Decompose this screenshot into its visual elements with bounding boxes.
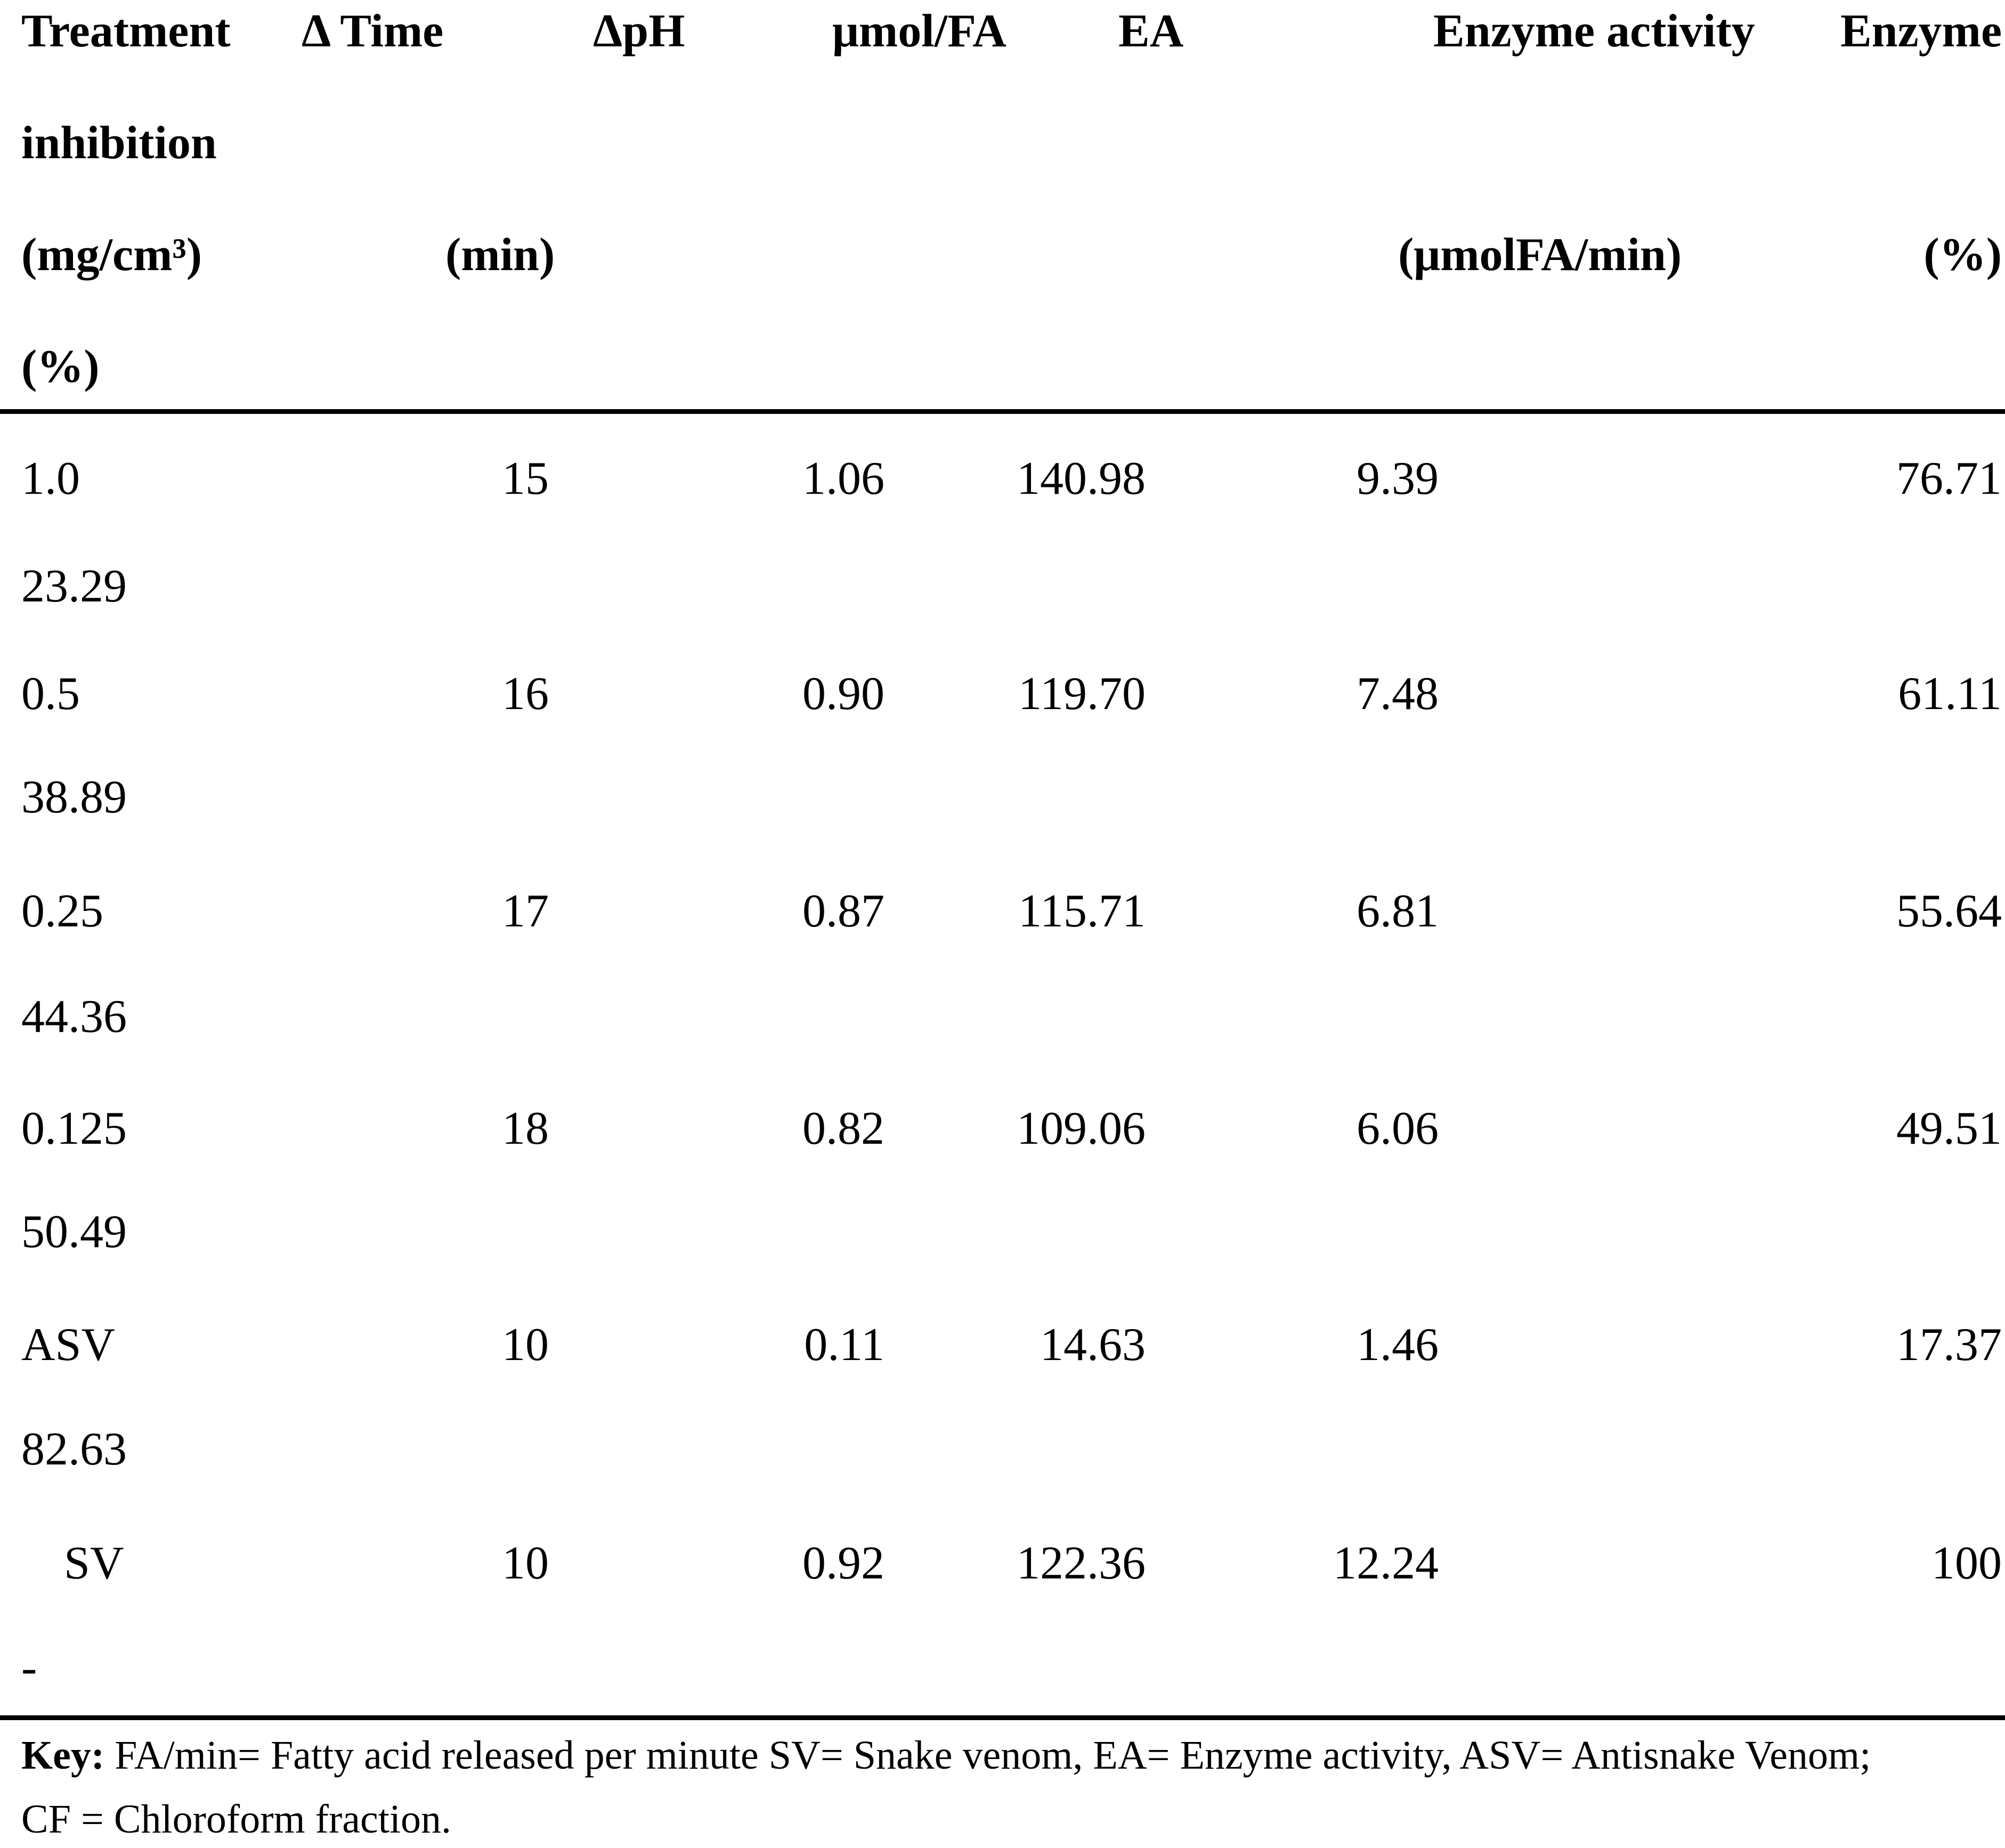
header-unit-umolfa-min: (μmolFA/min) bbox=[1398, 229, 1682, 281]
cell-ph: 0.90 bbox=[802, 668, 884, 720]
table-row: SV 10 0.92 122.36 12.24 100 bbox=[0, 1536, 2005, 1598]
table-key-line: Key: FA/min= Fatty acid released per min… bbox=[21, 1732, 2002, 1779]
header-percent: (%) bbox=[21, 341, 100, 393]
cell-time: 10 bbox=[502, 1537, 549, 1589]
cell-enzyme-pct: 17.37 bbox=[1896, 1319, 2002, 1371]
cell-treatment: 1.0 bbox=[21, 453, 80, 504]
table-header-units-row: (mg/cm³) (min) (μmolFA/min) (%) bbox=[0, 228, 2005, 289]
cell-treatment: SV bbox=[64, 1537, 124, 1589]
table-row: 0.5 16 0.90 119.70 7.48 61.11 bbox=[0, 667, 2005, 728]
header-ea: EA bbox=[1118, 5, 1184, 57]
cell-umol-fa: 140.98 bbox=[1017, 453, 1146, 504]
table-row-wrap: 38.89 bbox=[0, 770, 2005, 832]
header-treatment: Treatment bbox=[21, 5, 231, 57]
cell-ph: 1.06 bbox=[802, 453, 884, 504]
cell-inhibition-pct: 50.49 bbox=[21, 1206, 127, 1258]
cell-treatment: 0.25 bbox=[21, 885, 103, 937]
cell-ea: 12.24 bbox=[1333, 1537, 1439, 1589]
header-unit-min: (min) bbox=[445, 229, 555, 281]
table-row: 1.0 15 1.06 140.98 9.39 76.71 bbox=[0, 452, 2005, 513]
cell-ph: 0.87 bbox=[802, 885, 884, 937]
header-unit-percent: (%) bbox=[1923, 229, 2002, 281]
cell-umol-fa: 109.06 bbox=[1017, 1103, 1146, 1154]
cell-inhibition-pct: - bbox=[21, 1642, 37, 1694]
header-enzyme: Enzyme bbox=[1840, 5, 2002, 57]
cell-umol-fa: 119.70 bbox=[1018, 668, 1146, 720]
table-header-row-4: (%) bbox=[0, 340, 2005, 401]
cell-ph: 0.92 bbox=[802, 1537, 884, 1589]
cell-ea: 7.48 bbox=[1357, 668, 1439, 720]
table-header-row: Treatment Δ Time ΔpH μmol/FA EA Enzyme a… bbox=[0, 4, 2005, 66]
table-row-wrap: 50.49 bbox=[0, 1205, 2005, 1266]
cell-treatment: 0.125 bbox=[21, 1103, 127, 1154]
cell-time: 18 bbox=[502, 1103, 549, 1154]
table-row-wrap: 44.36 bbox=[0, 990, 2005, 1051]
table-top-rule bbox=[0, 409, 2005, 414]
cell-inhibition-pct: 82.63 bbox=[21, 1423, 127, 1475]
cell-enzyme-pct: 55.64 bbox=[1896, 885, 2002, 937]
table-row: 0.25 17 0.87 115.71 6.81 55.64 bbox=[0, 884, 2005, 946]
cell-umol-fa: 122.36 bbox=[1017, 1537, 1146, 1589]
cell-ea: 6.81 bbox=[1357, 885, 1439, 937]
header-unit-mg-cm3: (mg/cm³) bbox=[21, 229, 202, 281]
header-enzyme-activity: Enzyme activity bbox=[1433, 5, 1755, 57]
table-header-row-2: inhibition bbox=[0, 116, 2005, 177]
header-umol-fa: μmol/FA bbox=[832, 5, 1006, 57]
header-delta-ph: ΔpH bbox=[593, 5, 685, 57]
cell-enzyme-pct: 49.51 bbox=[1896, 1103, 2002, 1154]
cell-ea: 9.39 bbox=[1357, 453, 1439, 504]
cell-treatment: ASV bbox=[21, 1319, 116, 1371]
table-row-wrap: 23.29 bbox=[0, 559, 2005, 621]
cell-enzyme-pct: 100 bbox=[1931, 1537, 2002, 1589]
table-key-line-2: CF = Chloroform fraction. bbox=[21, 1797, 451, 1842]
cell-inhibition-pct: 44.36 bbox=[21, 991, 127, 1043]
cell-ea: 1.46 bbox=[1357, 1319, 1439, 1371]
table-row-wrap: 82.63 bbox=[0, 1422, 2005, 1484]
cell-treatment: 0.5 bbox=[21, 668, 80, 720]
cell-ea: 6.06 bbox=[1357, 1103, 1439, 1154]
header-delta-time: Δ Time bbox=[302, 5, 444, 57]
cell-inhibition-pct: 23.29 bbox=[21, 560, 127, 612]
cell-umol-fa: 14.63 bbox=[1040, 1319, 1146, 1371]
cell-time: 10 bbox=[502, 1319, 549, 1371]
cell-ph: 0.11 bbox=[804, 1319, 884, 1371]
key-label: Key: bbox=[21, 1733, 105, 1778]
cell-enzyme-pct: 76.71 bbox=[1896, 453, 2002, 504]
cell-enzyme-pct: 61.11 bbox=[1898, 668, 2002, 720]
cell-time: 16 bbox=[502, 668, 549, 720]
table-row: ASV 10 0.11 14.63 1.46 17.37 bbox=[0, 1318, 2005, 1379]
cell-ph: 0.82 bbox=[802, 1103, 884, 1154]
table-row: 0.125 18 0.82 109.06 6.06 49.51 bbox=[0, 1102, 2005, 1163]
key-text: FA/min= Fatty acid released per minute S… bbox=[104, 1733, 1871, 1778]
cell-time: 15 bbox=[502, 453, 549, 504]
cell-time: 17 bbox=[502, 885, 549, 937]
cell-inhibition-pct: 38.89 bbox=[21, 771, 127, 823]
header-inhibition: inhibition bbox=[21, 117, 217, 169]
table-bottom-rule bbox=[0, 1715, 2005, 1720]
table-row-wrap: - bbox=[0, 1641, 2005, 1702]
cell-umol-fa: 115.71 bbox=[1018, 885, 1146, 937]
